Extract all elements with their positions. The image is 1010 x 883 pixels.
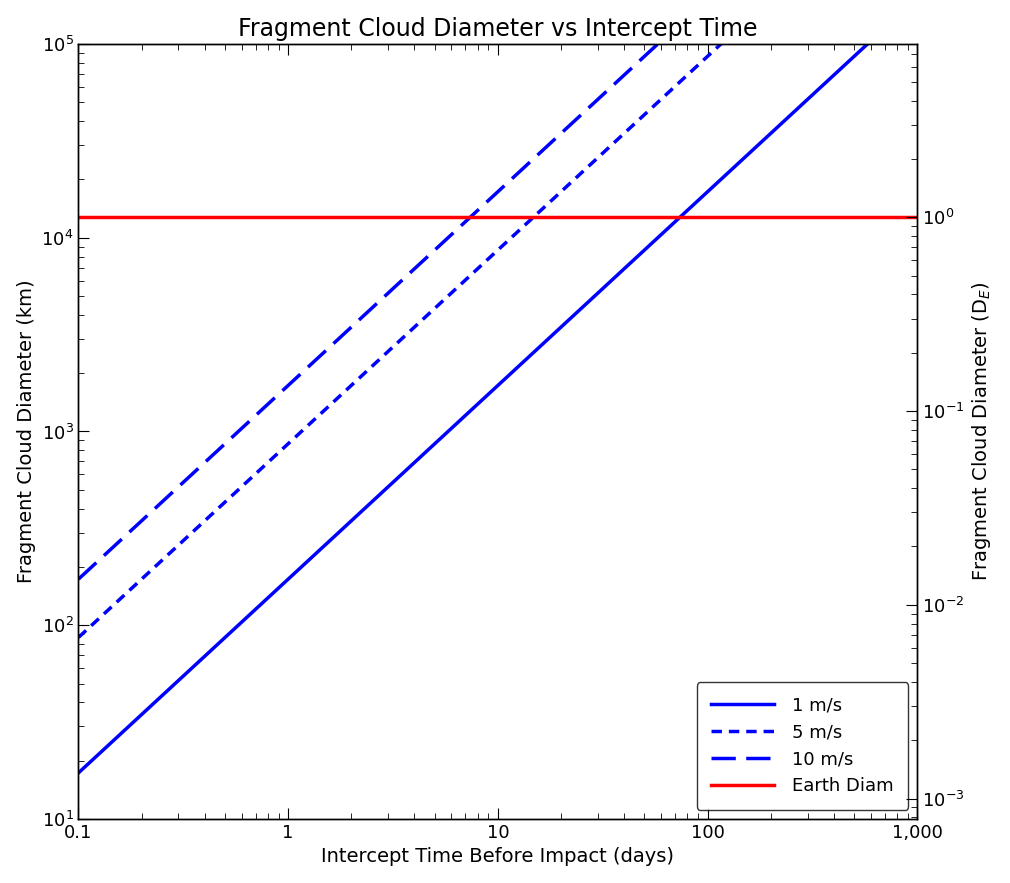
1 m/s [648,236,661,246]
5 m/s [158,553,170,563]
10 m/s [648,42,661,52]
1 m/s [73,767,85,778]
5 m/s [648,100,661,110]
10 m/s [73,574,85,585]
1 m/s [726,163,738,174]
5 m/s [441,291,453,301]
Legend: 1 m/s, 5 m/s, 10 m/s, Earth Diam: 1 m/s, 5 m/s, 10 m/s, Earth Diam [697,682,908,810]
Title: Fragment Cloud Diameter vs Intercept Time: Fragment Cloud Diameter vs Intercept Tim… [238,17,758,41]
1 m/s [412,454,424,464]
10 m/s [441,232,453,243]
5 m/s [726,28,738,39]
5 m/s [741,14,753,25]
1 m/s [911,0,923,4]
1 m/s [158,689,170,699]
Line: 10 m/s: 10 m/s [79,0,917,579]
Y-axis label: Fragment Cloud Diameter (D$_E$): Fragment Cloud Diameter (D$_E$) [971,282,993,581]
1 m/s [441,426,453,437]
X-axis label: Intercept Time Before Impact (days): Intercept Time Before Impact (days) [321,848,675,866]
Y-axis label: Fragment Cloud Diameter (km): Fragment Cloud Diameter (km) [17,280,35,584]
1 m/s [741,149,753,160]
Line: 5 m/s: 5 m/s [79,0,917,638]
5 m/s [412,319,424,329]
Line: 1 m/s: 1 m/s [79,0,917,773]
5 m/s [73,632,85,643]
Earth Diam [282,212,294,223]
10 m/s [412,260,424,271]
10 m/s [158,494,170,505]
